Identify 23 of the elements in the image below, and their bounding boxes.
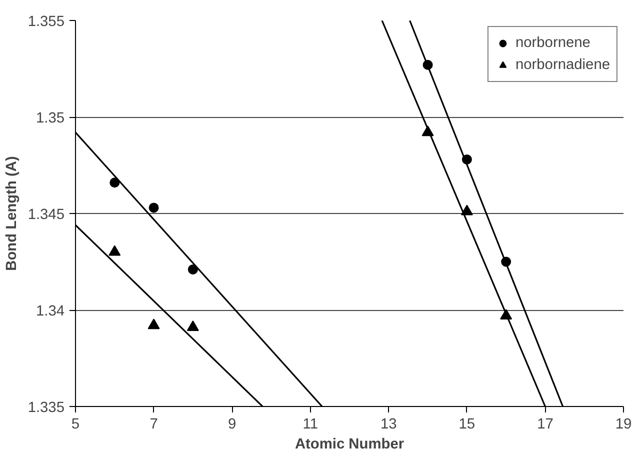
point [188, 264, 198, 274]
y-tick-label: 1.355 [28, 14, 65, 30]
x-tick-label: 19 [615, 416, 632, 432]
y-tick-label: 1.34 [36, 304, 65, 320]
x-tick-label: 9 [228, 416, 236, 432]
point [148, 318, 160, 330]
point [110, 178, 120, 188]
point [186, 320, 199, 332]
y-tick-label: 1.35 [36, 110, 65, 126]
y-axis-title: Bond Length (A) [4, 156, 20, 271]
point [148, 202, 159, 213]
x-tick-label: 11 [302, 416, 318, 432]
x-tick-label: 5 [71, 416, 80, 432]
y-tick-label: 1.335 [28, 400, 65, 416]
point [108, 245, 121, 256]
y-tick-label: 1.345 [28, 207, 65, 223]
x-tick-label: 13 [380, 416, 397, 432]
legend-label: norbornene [515, 35, 590, 51]
legend-label: norbornadiene [515, 57, 610, 73]
x-axis-title: Atomic Number [294, 436, 404, 452]
x-tick-label: 15 [458, 416, 476, 432]
x-tick-label: 7 [150, 416, 158, 432]
x-tick-label: 17 [537, 416, 554, 432]
